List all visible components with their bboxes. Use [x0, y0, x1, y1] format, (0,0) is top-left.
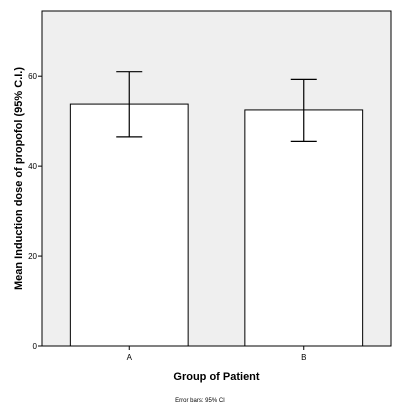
bars: [69, 103, 364, 347]
error-bars-footnote: Error bars: 95% CI: [175, 398, 225, 404]
error-bar-A: [116, 71, 143, 138]
error-bars: [116, 71, 317, 143]
y-tick-label: 0: [33, 342, 38, 351]
bar-B: [244, 109, 364, 347]
x-axis-title: Group of Patient: [173, 371, 260, 383]
x-tick-label: A: [127, 353, 133, 362]
y-tick-label: 40: [28, 162, 37, 171]
x-tick-label: B: [301, 353, 306, 362]
y-tick-label: 60: [28, 72, 37, 81]
bar-A: [69, 103, 189, 347]
y-axis-title: Mean Induction dose of propofol (95% C.I…: [13, 67, 25, 290]
y-axis: 0 20 40 60: [28, 11, 43, 351]
y-tick-label: 20: [28, 252, 37, 261]
error-bar-B: [290, 78, 317, 143]
